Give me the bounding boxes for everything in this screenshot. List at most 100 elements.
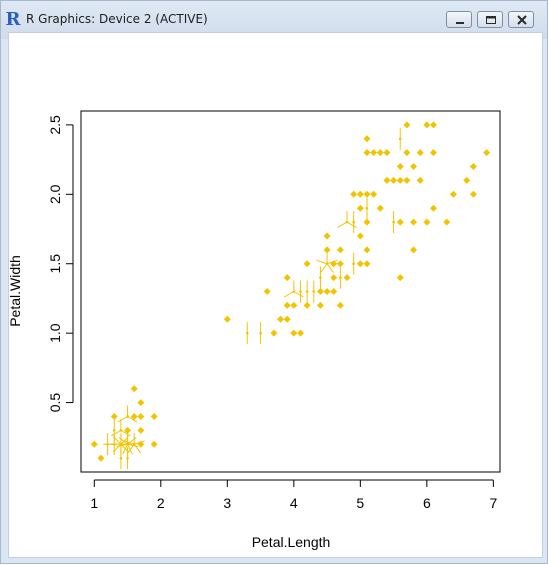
- close-icon: [517, 15, 527, 25]
- r-logo-icon: R: [5, 9, 21, 30]
- x-tick-label: 3: [223, 495, 231, 511]
- y-tick-label: 2.0: [47, 184, 63, 204]
- data-point: [97, 454, 105, 462]
- minimize-icon: [456, 22, 464, 24]
- maximize-icon: [486, 16, 496, 24]
- data-point: [130, 385, 138, 393]
- x-tick-label: 2: [157, 495, 165, 511]
- data-point: [343, 274, 351, 282]
- data-point: [429, 149, 437, 157]
- sunflower-point: [365, 197, 369, 220]
- data-point: [330, 274, 338, 282]
- sunflower-point: [245, 322, 249, 345]
- data-point: [316, 301, 324, 309]
- data-point: [383, 176, 391, 184]
- data-point: [137, 440, 145, 448]
- x-tick-label: 5: [356, 495, 364, 511]
- data-point: [396, 176, 404, 184]
- data-point: [336, 301, 344, 309]
- x-tick-label: 7: [489, 495, 497, 511]
- data-points: [90, 121, 491, 470]
- sunflower-point: [305, 280, 309, 303]
- y-axis-label: Petal.Width: [7, 255, 23, 327]
- data-point: [150, 412, 158, 420]
- window-title: R Graphics: Device 2 (ACTIVE): [26, 12, 208, 26]
- data-point: [330, 288, 338, 295]
- data-point: [443, 218, 451, 226]
- y-tick-label: 2.5: [47, 115, 63, 135]
- data-point: [410, 163, 418, 171]
- sunflower-petal: [120, 429, 131, 437]
- data-point: [429, 204, 437, 212]
- data-point: [403, 121, 411, 129]
- data-point: [370, 190, 378, 198]
- data-point: [150, 440, 158, 448]
- data-point: [270, 329, 278, 337]
- data-point: [423, 121, 431, 129]
- sunflower-petal: [284, 291, 295, 298]
- y-tick-label: 1.0: [47, 323, 63, 343]
- data-point: [283, 301, 291, 309]
- data-point: [416, 176, 424, 184]
- data-point: [290, 301, 298, 309]
- data-point: [396, 218, 404, 226]
- sunflower-point: [259, 322, 262, 345]
- data-point: [363, 218, 371, 226]
- data-point: [323, 288, 331, 295]
- data-point: [396, 274, 404, 282]
- data-point: [469, 190, 477, 198]
- data-point: [410, 218, 418, 226]
- sunflower-petal: [320, 263, 328, 273]
- data-point: [137, 399, 145, 407]
- sunflower-petal: [293, 291, 304, 298]
- data-point: [110, 412, 118, 420]
- sunflower-point: [117, 405, 138, 423]
- data-point: [130, 412, 138, 420]
- sunflower-petal: [316, 259, 328, 265]
- y-axis: 0.5 1.0 1.5 2.0 2.5: [47, 115, 74, 412]
- minimize-button[interactable]: [446, 11, 472, 28]
- sunflower-petal: [127, 436, 137, 445]
- data-point: [263, 288, 271, 295]
- data-point: [283, 274, 291, 282]
- sunflower-point: [339, 266, 342, 289]
- sunflower-point: [112, 419, 116, 442]
- sunflower-petal: [123, 440, 135, 445]
- sunflower-point: [299, 280, 302, 303]
- data-point: [469, 163, 477, 171]
- sunflower-petal: [122, 444, 129, 455]
- y-tick-label: 1.5: [47, 254, 63, 274]
- sunflower-point: [398, 127, 402, 150]
- data-point: [137, 412, 145, 420]
- data-point: [376, 204, 384, 212]
- data-point: [376, 149, 384, 157]
- sunflower-point: [284, 280, 304, 298]
- sunflower-petal: [127, 444, 133, 455]
- data-point: [316, 288, 324, 295]
- data-point: [363, 260, 371, 268]
- sunflower-point: [119, 447, 123, 470]
- data-point: [290, 329, 298, 337]
- data-point: [449, 190, 457, 198]
- data-point: [350, 190, 358, 198]
- maximize-button[interactable]: [477, 11, 503, 28]
- sunflower-petal: [117, 416, 128, 423]
- sunflower-point: [352, 252, 355, 275]
- close-button[interactable]: [508, 11, 534, 28]
- data-point: [296, 329, 304, 337]
- sunflower-point: [312, 280, 316, 303]
- plot-area: 1 2 3 4 5 6 7 0.5 1.0 1.5 2.0 2.5 Petal.Length Pet…: [7, 32, 543, 558]
- data-point: [410, 246, 418, 254]
- data-point: [356, 204, 364, 212]
- data-point: [363, 190, 371, 198]
- data-point: [363, 149, 371, 157]
- sunflower-petal: [127, 416, 138, 423]
- data-point: [303, 260, 311, 268]
- data-point: [363, 135, 371, 143]
- data-point: [277, 315, 285, 323]
- sunflower-point: [111, 419, 131, 437]
- data-point: [303, 301, 311, 309]
- x-tick-label: 1: [90, 495, 98, 511]
